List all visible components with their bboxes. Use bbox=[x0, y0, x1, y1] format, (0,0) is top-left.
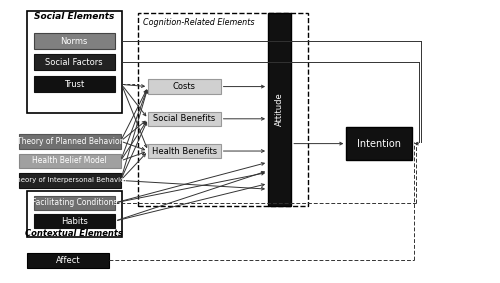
Bar bbox=[28, 190, 122, 237]
Bar bbox=[346, 127, 412, 160]
Text: Intention: Intention bbox=[357, 139, 401, 149]
Text: Contextual Elements: Contextual Elements bbox=[26, 229, 123, 238]
Bar bbox=[28, 253, 108, 268]
Bar bbox=[34, 33, 115, 49]
Bar bbox=[268, 13, 291, 206]
Text: Facilitating Conditions: Facilitating Conditions bbox=[32, 198, 117, 207]
Text: Theory of Planned Behavior: Theory of Planned Behavior bbox=[17, 137, 123, 146]
Bar bbox=[19, 154, 120, 168]
Text: Costs: Costs bbox=[173, 82, 196, 91]
Bar bbox=[19, 173, 120, 188]
Text: Social Factors: Social Factors bbox=[46, 57, 103, 67]
Text: Trust: Trust bbox=[64, 80, 84, 89]
Text: Affect: Affect bbox=[56, 256, 80, 265]
Bar bbox=[34, 76, 115, 93]
Text: Attitude: Attitude bbox=[275, 92, 284, 126]
Bar bbox=[34, 54, 115, 70]
Text: Habits: Habits bbox=[61, 216, 88, 226]
Bar bbox=[19, 134, 120, 149]
Text: Social Elements: Social Elements bbox=[34, 12, 114, 21]
Text: Cognition-Related Elements: Cognition-Related Elements bbox=[143, 18, 254, 27]
Bar bbox=[138, 13, 308, 206]
Text: Social Benefits: Social Benefits bbox=[154, 114, 216, 123]
Text: Theory of Interpersonal Behavior: Theory of Interpersonal Behavior bbox=[12, 177, 128, 183]
Bar bbox=[148, 79, 220, 94]
Bar bbox=[34, 214, 115, 228]
Text: Health Belief Model: Health Belief Model bbox=[32, 156, 107, 165]
Bar bbox=[148, 144, 220, 158]
Bar bbox=[148, 112, 220, 126]
Text: Health Benefits: Health Benefits bbox=[152, 147, 217, 156]
Text: Norms: Norms bbox=[60, 37, 88, 46]
Bar bbox=[28, 11, 122, 113]
Bar bbox=[34, 196, 115, 210]
